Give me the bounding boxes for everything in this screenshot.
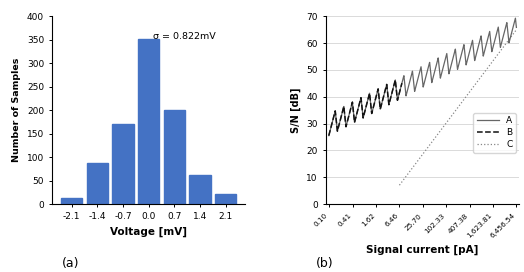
Bar bbox=[87, 163, 108, 204]
Bar bbox=[190, 175, 211, 204]
B bbox=[331, 115, 337, 119]
C bbox=[481, 71, 487, 74]
B bbox=[325, 134, 332, 137]
C bbox=[396, 184, 402, 187]
A bbox=[466, 53, 472, 56]
C bbox=[502, 43, 508, 47]
Bar bbox=[113, 124, 134, 204]
C bbox=[513, 28, 519, 31]
Bar bbox=[138, 39, 159, 204]
A bbox=[438, 73, 444, 76]
B bbox=[376, 94, 382, 98]
Bar bbox=[164, 110, 185, 204]
Y-axis label: S/N [dB]: S/N [dB] bbox=[290, 87, 301, 133]
A bbox=[512, 17, 519, 20]
C bbox=[419, 154, 425, 157]
B bbox=[399, 82, 405, 85]
A bbox=[513, 26, 519, 29]
A bbox=[360, 114, 366, 117]
X-axis label: Signal current [pA]: Signal current [pA] bbox=[366, 245, 478, 255]
A bbox=[397, 87, 403, 90]
Line: B: B bbox=[329, 80, 402, 136]
B bbox=[383, 86, 389, 90]
Line: A: A bbox=[329, 18, 516, 136]
Text: (a): (a) bbox=[62, 256, 80, 270]
Bar bbox=[61, 198, 82, 204]
C bbox=[495, 53, 501, 56]
A bbox=[480, 52, 486, 56]
C bbox=[418, 154, 424, 157]
B bbox=[392, 78, 398, 82]
C bbox=[435, 132, 441, 136]
X-axis label: Voltage [mV]: Voltage [mV] bbox=[110, 227, 187, 237]
Legend: A, B, C: A, B, C bbox=[473, 113, 516, 153]
A bbox=[325, 134, 332, 137]
Bar bbox=[215, 194, 236, 204]
B bbox=[346, 115, 352, 118]
Text: (b): (b) bbox=[316, 256, 334, 270]
Text: σ = 0.822mV: σ = 0.822mV bbox=[152, 32, 215, 41]
Y-axis label: Number of Samples: Number of Samples bbox=[12, 58, 21, 162]
Line: C: C bbox=[399, 30, 516, 185]
B bbox=[368, 107, 374, 110]
B bbox=[369, 110, 375, 114]
A bbox=[447, 65, 454, 68]
